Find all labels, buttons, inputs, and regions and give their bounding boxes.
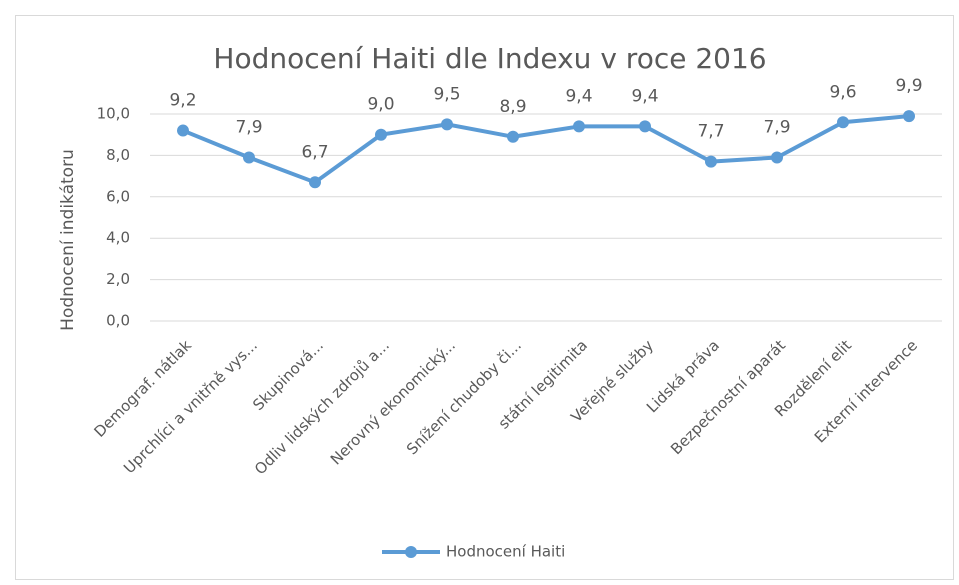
chart-frame — [15, 15, 954, 580]
data-label: 9,5 — [433, 84, 460, 104]
point — [771, 151, 783, 164]
data-label: 8,9 — [499, 97, 526, 117]
point — [573, 120, 585, 133]
point — [309, 176, 321, 189]
chart-title: Hodnocení Haiti dle Indexu v roce 2016 — [213, 42, 766, 75]
data-label: 9,0 — [367, 95, 394, 115]
point — [705, 155, 717, 168]
point — [441, 118, 453, 131]
data-label: 7,9 — [763, 117, 790, 137]
point — [639, 120, 651, 133]
data-label: 7,7 — [697, 122, 724, 142]
y-tick-label: 2,0 — [106, 270, 130, 288]
y-tick-label: 4,0 — [106, 229, 130, 247]
data-label: 9,4 — [565, 86, 592, 106]
point — [507, 130, 519, 143]
data-label: 9,2 — [169, 91, 196, 111]
data-label: 6,7 — [301, 142, 328, 162]
point — [375, 128, 387, 141]
data-label: 7,9 — [235, 117, 262, 137]
point — [243, 151, 255, 164]
y-axis-label: Hodnocení indikátoru — [58, 149, 78, 331]
point — [837, 116, 849, 129]
data-label: 9,9 — [895, 76, 922, 96]
point — [177, 124, 189, 137]
series-line — [182, 114, 910, 185]
data-label: 9,4 — [631, 86, 658, 106]
y-tick-label: 8,0 — [106, 146, 130, 164]
point — [903, 110, 915, 123]
y-tick-label: 10,0 — [97, 105, 130, 123]
y-tick-label: 6,0 — [106, 187, 130, 205]
data-label: 9,6 — [829, 82, 856, 102]
y-tick-label: 0,0 — [106, 312, 130, 330]
legend-marker — [405, 546, 417, 558]
legend-label: Hodnocení Haiti — [446, 543, 565, 561]
